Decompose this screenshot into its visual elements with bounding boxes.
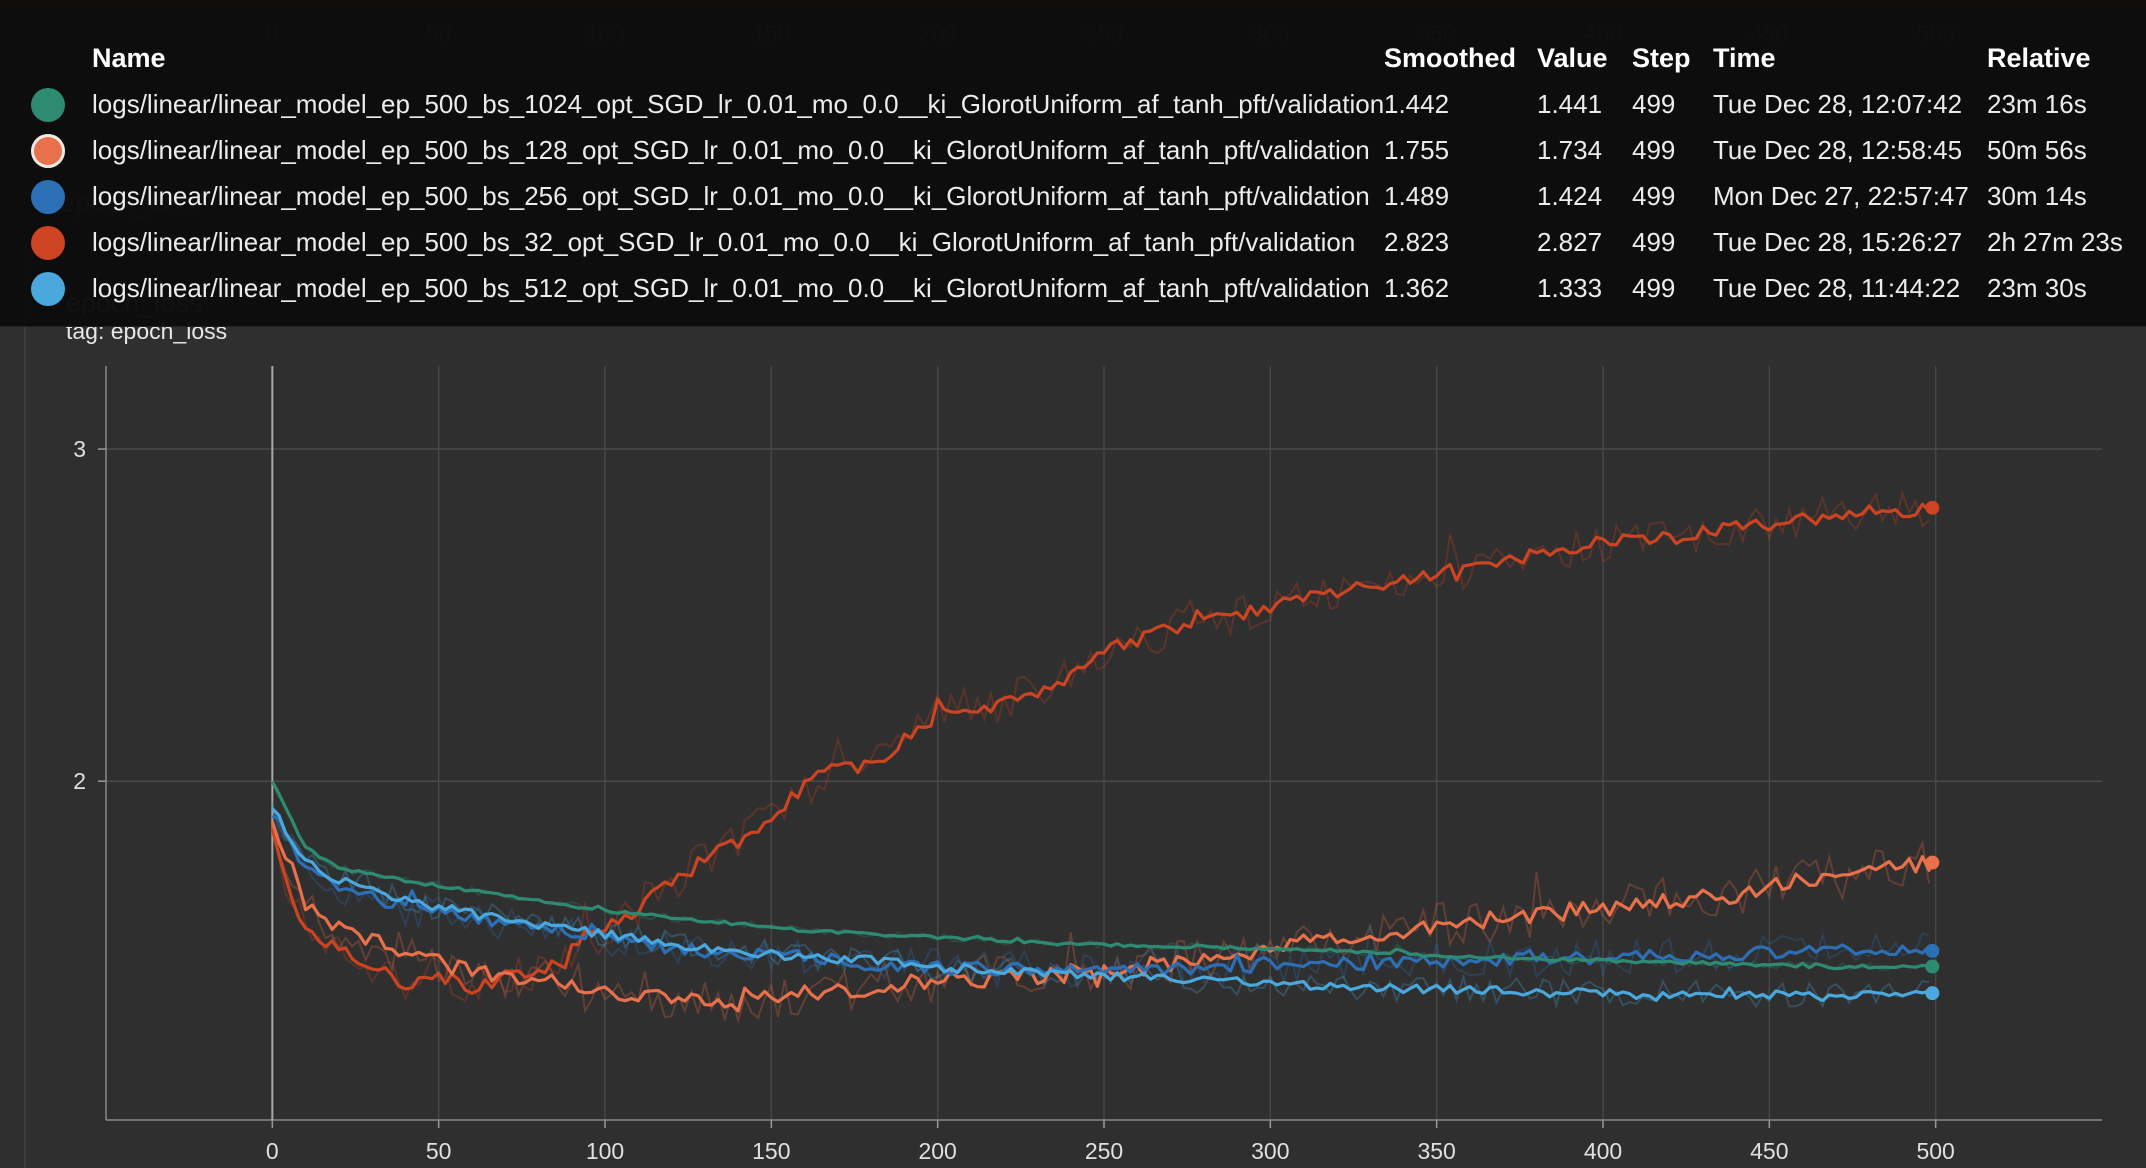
x-tick-label: 150 [752,1138,790,1164]
raw-series-lines [271,489,1930,1025]
header-name: Name [92,43,166,73]
tooltip-row: logs/linear/linear_model_ep_500_bs_256_o… [0,173,2146,219]
raw-line-bs32 [271,489,1930,1003]
series-end-markers [1925,500,1940,1001]
time-value: Tue Dec 28, 12:07:42 [1713,89,1963,119]
series-color-swatch-icon [31,272,65,306]
raw-value: 1.424 [1537,181,1603,211]
raw-value: 1.441 [1537,89,1603,119]
raw-value: 1.333 [1537,273,1603,303]
y-tick-label: 3 [73,436,86,462]
series-color-swatch-icon [31,134,65,168]
tick-labels: 0 50 100 150 200 250 300 350 400 450 500 2 3 [73,436,1955,1164]
time-value: Mon Dec 27, 22:57:47 [1713,181,1969,211]
card-border [24,230,2146,1168]
header-value: Value [1537,43,1608,73]
x-tick-label: 350 [1417,1138,1455,1164]
end-point-bs256 [1925,943,1940,958]
run-name: logs/linear/linear_model_ep_500_bs_256_o… [92,181,1370,211]
smoothed-line-bs512[interactable] [271,807,1934,1003]
relative-time: 50m 56s [1987,135,2087,165]
step-value: 499 [1632,89,1676,119]
run-name: logs/linear/linear_model_ep_500_bs_32_op… [92,227,1356,257]
series-color-swatch-icon [31,88,65,122]
raw-value: 2.827 [1537,227,1603,257]
smoothed-series-lines [270,502,1934,1013]
relative-time: 2h 27m 23s [1987,227,2123,257]
tooltip-header: Name Smoothed Value Step Time Relative [0,35,2146,81]
header-step: Step [1632,43,1691,73]
x-tick-label: 450 [1750,1138,1788,1164]
axes [98,366,2102,1128]
end-point-bs32 [1925,500,1940,515]
time-value: Tue Dec 28, 11:44:22 [1713,273,1961,303]
tooltip-row: logs/linear/linear_model_ep_500_bs_1024_… [0,81,2146,127]
series-color-swatch-icon [31,180,65,214]
smoothed-value: 1.755 [1384,135,1450,165]
x-tick-label: 50 [426,1138,452,1164]
end-point-bs128 [1925,855,1940,870]
smoothed-value: 1.442 [1384,89,1450,119]
smoothed-line-bs32[interactable] [270,502,1934,995]
y-tick-label: 2 [73,768,86,794]
smoothed-line-bs1024[interactable] [270,780,1933,971]
hover-tooltip: Name Smoothed Value Step Time Relative l… [0,0,2146,327]
header-time: Time [1713,43,1776,73]
relative-time: 30m 14s [1987,181,2087,211]
step-value: 499 [1632,227,1676,257]
grid-lines [106,366,2102,1120]
step-value: 499 [1632,181,1676,211]
run-name: logs/linear/linear_model_ep_500_bs_128_o… [92,135,1370,165]
time-value: Tue Dec 28, 12:58:45 [1713,135,1963,165]
x-tick-label: 250 [1085,1138,1123,1164]
x-tick-label: 300 [1251,1138,1289,1164]
header-relative: Relative [1987,43,2091,73]
x-tick-label: 500 [1916,1138,1954,1164]
x-tick-label: 100 [586,1138,624,1164]
x-tick-label: 0 [266,1138,279,1164]
end-point-bs1024 [1925,959,1940,974]
relative-time: 23m 30s [1987,273,2087,303]
time-value: Tue Dec 28, 15:26:27 [1713,227,1963,257]
smoothed-value: 1.489 [1384,181,1450,211]
tooltip-row: logs/linear/linear_model_ep_500_bs_128_o… [0,127,2146,173]
header-smoothed: Smoothed [1384,43,1516,73]
smoothed-line-bs128[interactable] [270,820,1934,1013]
tooltip-row: logs/linear/linear_model_ep_500_bs_32_op… [0,219,2146,265]
smoothed-line-bs256[interactable] [271,814,1934,977]
step-value: 499 [1632,273,1676,303]
x-tick-label: 400 [1584,1138,1622,1164]
run-name: logs/linear/linear_model_ep_500_bs_1024_… [92,89,1385,119]
relative-time: 23m 16s [1987,89,2087,119]
raw-value: 1.734 [1537,135,1603,165]
series-color-swatch-icon [31,226,65,260]
step-value: 499 [1632,135,1676,165]
smoothed-value: 2.823 [1384,227,1450,257]
smoothed-value: 1.362 [1384,273,1450,303]
x-tick-label: 200 [918,1138,956,1164]
tooltip-row: logs/linear/linear_model_ep_500_bs_512_o… [0,265,2146,311]
run-name: logs/linear/linear_model_ep_500_bs_512_o… [92,273,1370,303]
end-point-bs512 [1925,986,1940,1001]
